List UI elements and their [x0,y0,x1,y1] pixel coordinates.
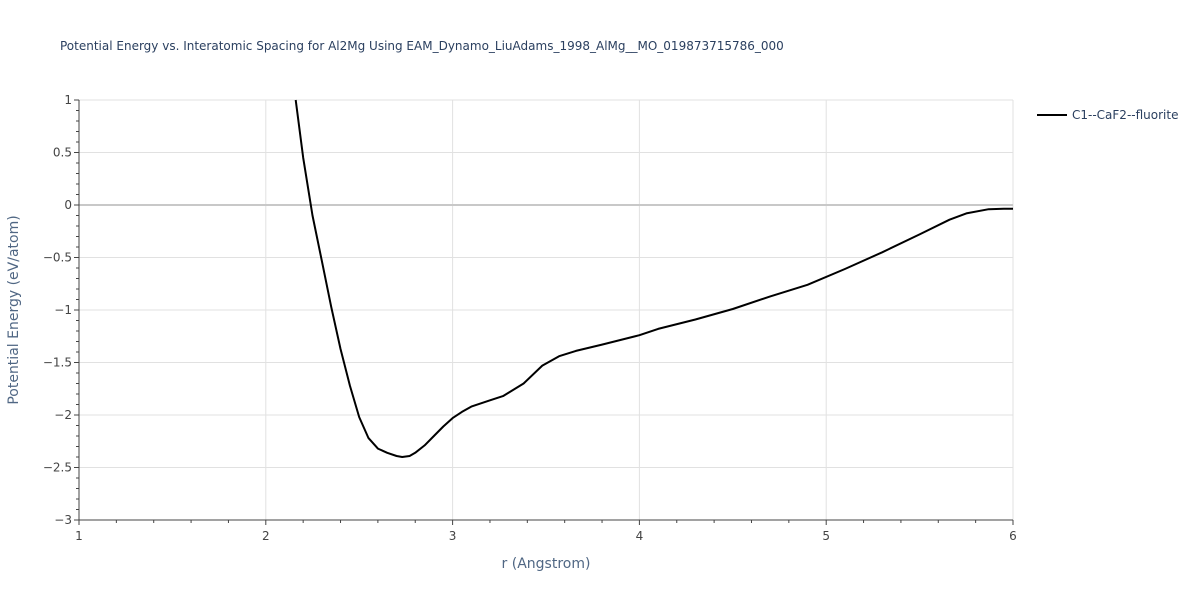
tick-labels: 1 2 3 4 5 6 1 0.5 0 −0.5 −1 −1.5 −2 −2.5 −3 [43,93,1017,543]
y-axis-label: Potential Energy (eV/atom) [6,215,22,404]
y-tick-label: −3 [54,513,72,527]
y-tick-label: −1.5 [43,356,72,370]
y-tick-label: −0.5 [43,251,72,265]
x-tick-label: 2 [262,529,270,543]
y-tick-label: −1 [54,303,72,317]
series-lines [294,99,1013,458]
x-tick-label: 4 [636,529,644,543]
legend-item-label: C1--CaF2--fluorite [1072,108,1178,122]
y-tick-label: 1 [64,93,72,107]
y-tick-label: −2 [54,408,72,422]
series-line-0 [294,99,1013,458]
x-tick-label: 3 [449,529,457,543]
y-tick-label: 0.5 [53,146,72,160]
legend[interactable]: C1--CaF2--fluorite [1037,108,1178,122]
x-tick-label: 1 [75,529,83,543]
x-tick-label: 6 [1009,529,1017,543]
chart-title: Potential Energy vs. Interatomic Spacing… [60,39,784,53]
x-axis-label: r (Angstrom) [502,556,591,572]
y-tick-label: 0 [64,198,72,212]
y-tick-label: −2.5 [43,461,72,475]
x-tick-label: 5 [822,529,830,543]
grid [74,99,1014,525]
